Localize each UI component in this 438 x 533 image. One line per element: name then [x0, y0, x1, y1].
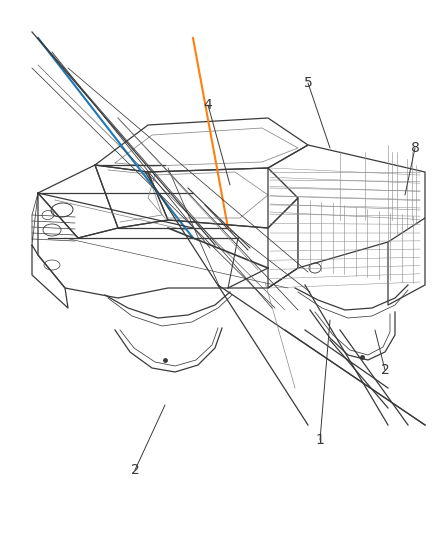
Text: 2: 2 — [381, 363, 389, 377]
Text: 8: 8 — [410, 141, 420, 155]
Text: 1: 1 — [315, 433, 325, 447]
Text: 4: 4 — [204, 98, 212, 112]
Text: 5: 5 — [304, 76, 312, 90]
Text: 2: 2 — [131, 463, 139, 477]
